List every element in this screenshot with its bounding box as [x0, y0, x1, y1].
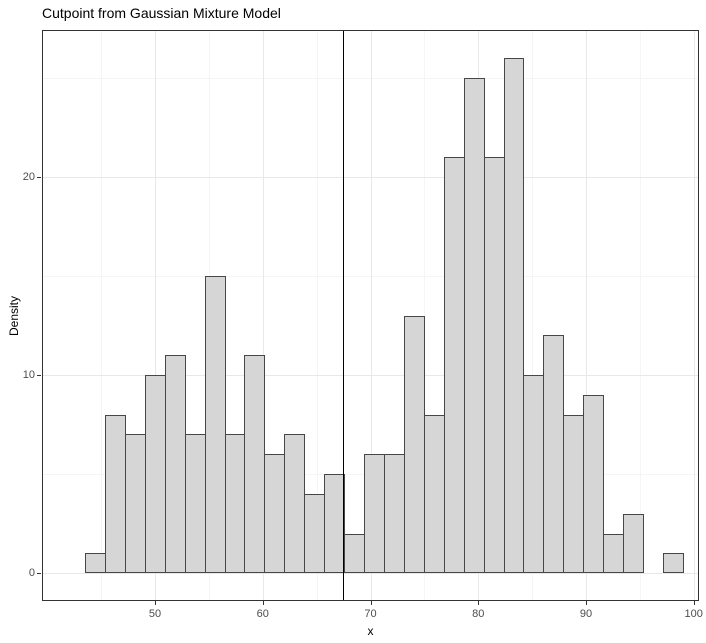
histogram-bar	[483, 156, 505, 574]
x-tick-mark	[155, 601, 157, 605]
histogram-bar	[304, 493, 326, 574]
histogram-bar	[603, 533, 625, 574]
gridline-minor-x	[639, 31, 641, 600]
y-tick-mark	[37, 374, 41, 376]
histogram-bar	[423, 414, 445, 574]
x-tick-mark	[370, 601, 372, 605]
x-tick-label: 80	[472, 608, 485, 620]
gridline-minor-x	[101, 31, 103, 600]
y-axis-title: Density	[7, 296, 21, 337]
x-tick-label: 70	[364, 608, 377, 620]
histogram-bar	[344, 533, 366, 574]
histogram-bar	[583, 394, 605, 574]
histogram-bar	[124, 434, 146, 574]
histogram-bar	[383, 454, 405, 574]
x-tick-label: 90	[579, 608, 593, 620]
x-tick-label: 100	[684, 608, 703, 620]
gridline-major-x	[155, 31, 157, 600]
gridline-major-x	[370, 31, 372, 600]
histogram-bar	[164, 355, 186, 574]
gridline-minor-x	[316, 31, 318, 600]
histogram-bar	[463, 77, 485, 574]
histogram-bar	[543, 335, 565, 574]
histogram-bar	[85, 553, 106, 574]
x-tick-label: 60	[256, 608, 269, 620]
histogram-bar	[184, 434, 206, 574]
histogram-bar	[443, 156, 465, 574]
histogram-bar	[144, 374, 166, 574]
histogram-bar	[204, 275, 226, 574]
cutpoint-line	[342, 31, 345, 600]
gridline-major-x	[585, 31, 587, 600]
chart-title: Cutpoint from Gaussian Mixture Model	[42, 5, 281, 21]
gridline-major-y	[43, 176, 698, 178]
histogram-bar	[324, 474, 346, 574]
plot-panel	[42, 30, 699, 601]
histogram-bar	[284, 434, 306, 574]
x-tick-mark	[693, 601, 695, 605]
y-tick-label: 0	[28, 567, 35, 580]
x-tick-mark	[478, 601, 480, 605]
histogram-bar	[244, 355, 266, 574]
gridline-major-y	[43, 374, 698, 376]
histogram-bar	[224, 434, 246, 574]
gridline-major-x	[262, 31, 264, 600]
x-axis-title: x	[367, 624, 374, 638]
x-tick-label: 50	[148, 608, 162, 620]
x-tick-mark	[585, 601, 587, 605]
y-tick-mark	[37, 176, 41, 178]
y-tick-mark	[37, 573, 41, 575]
x-tick-mark	[262, 601, 264, 605]
gridline-minor-x	[532, 31, 534, 600]
y-tick-label: 10	[22, 368, 35, 381]
histogram-bar	[623, 513, 645, 574]
histogram-bar	[563, 414, 585, 574]
histogram-bar	[403, 315, 425, 574]
histogram-bar	[662, 553, 684, 574]
y-tick-label: 20	[22, 170, 35, 183]
histogram-bar	[523, 374, 545, 574]
histogram-bar	[264, 454, 286, 574]
gridline-major-x	[693, 31, 695, 600]
histogram-bar	[364, 454, 385, 574]
gridline-major-y	[43, 573, 698, 575]
gridline-minor-x	[424, 31, 426, 600]
histogram-bar	[503, 57, 525, 574]
histogram-bar	[104, 414, 126, 574]
